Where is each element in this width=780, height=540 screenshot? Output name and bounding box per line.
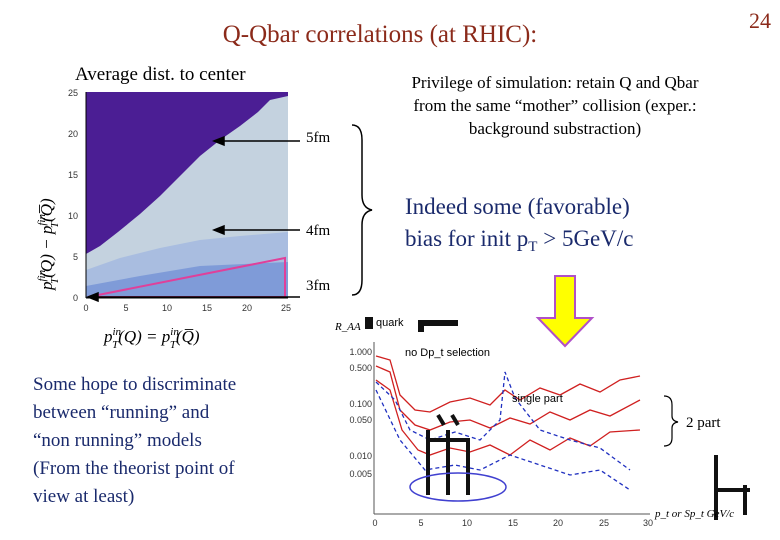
tick-label: 5: [418, 518, 423, 528]
y-axis-label: pfinT(Q) − pfinT(Q̅): [36, 198, 61, 291]
tick-label: 10: [462, 518, 472, 528]
text-line: Privilege of simulation: retain Q and Qb…: [411, 73, 698, 92]
brace: [351, 124, 373, 296]
text-line: (From the theorist point of: [33, 458, 235, 479]
tick-label: 0: [73, 293, 78, 303]
text-line: from the same “mother” collision (exper.…: [413, 96, 696, 115]
tick-label: 0.100: [349, 399, 372, 409]
tick-label: 25: [599, 518, 609, 528]
tick-label: 0.010: [349, 451, 372, 461]
tick-label: 15: [508, 518, 518, 528]
text-line: bias for init pT > 5GeV/c: [405, 226, 633, 255]
raa-plot: [365, 317, 750, 520]
tick-label: 0: [372, 518, 377, 528]
contour-label: 4fm: [306, 223, 330, 239]
text-line: between “running” and: [33, 402, 210, 423]
tick-label: 0.050: [349, 415, 372, 425]
left-y-ticks: 0 5 10 15 20 25: [68, 88, 78, 303]
raa-y-ticks: 1.000 0.500 0.100 0.050 0.010 0.005: [349, 347, 372, 479]
tick-label: 10: [68, 211, 78, 221]
tick-label: 20: [242, 303, 252, 313]
single-label: single part: [512, 393, 563, 405]
left-x-ticks: 0 5 10 15 20 25: [83, 303, 291, 313]
plot-heading: Average dist. to center: [75, 64, 246, 85]
text-line: view at least): [33, 486, 134, 507]
tick-label: 25: [281, 303, 291, 313]
tick-label: 5: [73, 252, 78, 262]
tick-label: 5: [123, 303, 128, 313]
text-line: background substraction): [469, 119, 641, 138]
brace: [663, 395, 679, 447]
tick-label: 0.005: [349, 469, 372, 479]
tick-label: 30: [643, 518, 653, 528]
contour-label: 5fm: [306, 130, 330, 146]
tick-label: 0: [83, 303, 88, 313]
hope-text: Some hope to discriminate between “runni…: [33, 374, 236, 507]
text-line: “non running” models: [33, 430, 202, 451]
text-line: Indeed some (favorable): [405, 194, 630, 219]
tick-label: 25: [68, 88, 78, 98]
x-axis-label: pin T(Q) = pin T(Q̅): [103, 326, 200, 351]
privilege-text: Privilege of simulation: retain Q and Qb…: [411, 73, 698, 138]
x-axis-label: p_t or Sp_t GeV/c: [654, 508, 734, 520]
raa-x-ticks: 0 5 10 15 20 25 30: [372, 518, 653, 528]
tick-label: 15: [68, 170, 78, 180]
selection-label: no Dp_t selection: [405, 347, 490, 359]
tick-label: 1.000: [349, 347, 372, 357]
tick-label: 0.500: [349, 363, 372, 373]
contour-plot: [85, 92, 288, 299]
text-line: Some hope to discriminate: [33, 374, 236, 395]
tick-label: 10: [162, 303, 172, 313]
tick-label: 20: [553, 518, 563, 528]
tick-label: 20: [68, 129, 78, 139]
tick-label: 15: [202, 303, 212, 313]
contour-label: 3fm: [306, 278, 330, 294]
y-title: R_AA: [334, 321, 361, 333]
bias-text: Indeed some (favorable) bias for init pT…: [405, 194, 633, 255]
page-number: 24: [749, 8, 771, 33]
title: Q-Qbar correlations (at RHIC):: [223, 21, 537, 48]
arrows: [85, 135, 300, 303]
two-part-label: 2 part: [686, 415, 721, 431]
down-arrow: [535, 275, 595, 348]
quark-label: quark: [376, 317, 404, 329]
